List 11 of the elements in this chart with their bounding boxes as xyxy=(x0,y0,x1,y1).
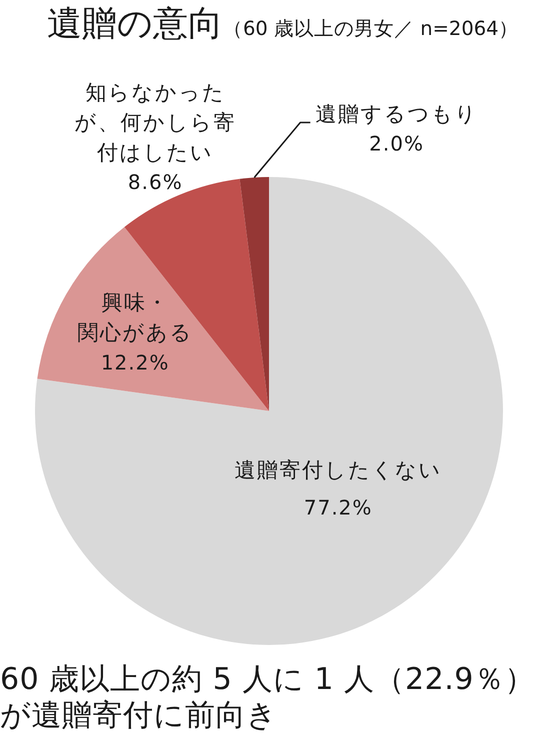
data-label: 8.6% xyxy=(128,170,183,194)
chart-subtitle: （60 歳以上の男女／ n=2064） xyxy=(223,17,519,40)
slice-label: 知らなかったが、何かしら寄付はしたい xyxy=(74,80,236,164)
data-label: 77.2% xyxy=(304,496,372,520)
data-label: 12.2% xyxy=(100,350,170,374)
slice-label: 興味・関心がある xyxy=(77,290,193,345)
data-label: 2.0% xyxy=(369,132,424,156)
slice-label: 遺贈寄付したくない xyxy=(234,458,442,482)
text: 60 歳以上の約 5 人に 1 人（22.9％）が遺贈寄付に前向き xyxy=(0,662,535,734)
slice-label: 遺贈するつもり xyxy=(315,102,478,126)
chart-title: 遺贈の意向 xyxy=(47,4,223,44)
